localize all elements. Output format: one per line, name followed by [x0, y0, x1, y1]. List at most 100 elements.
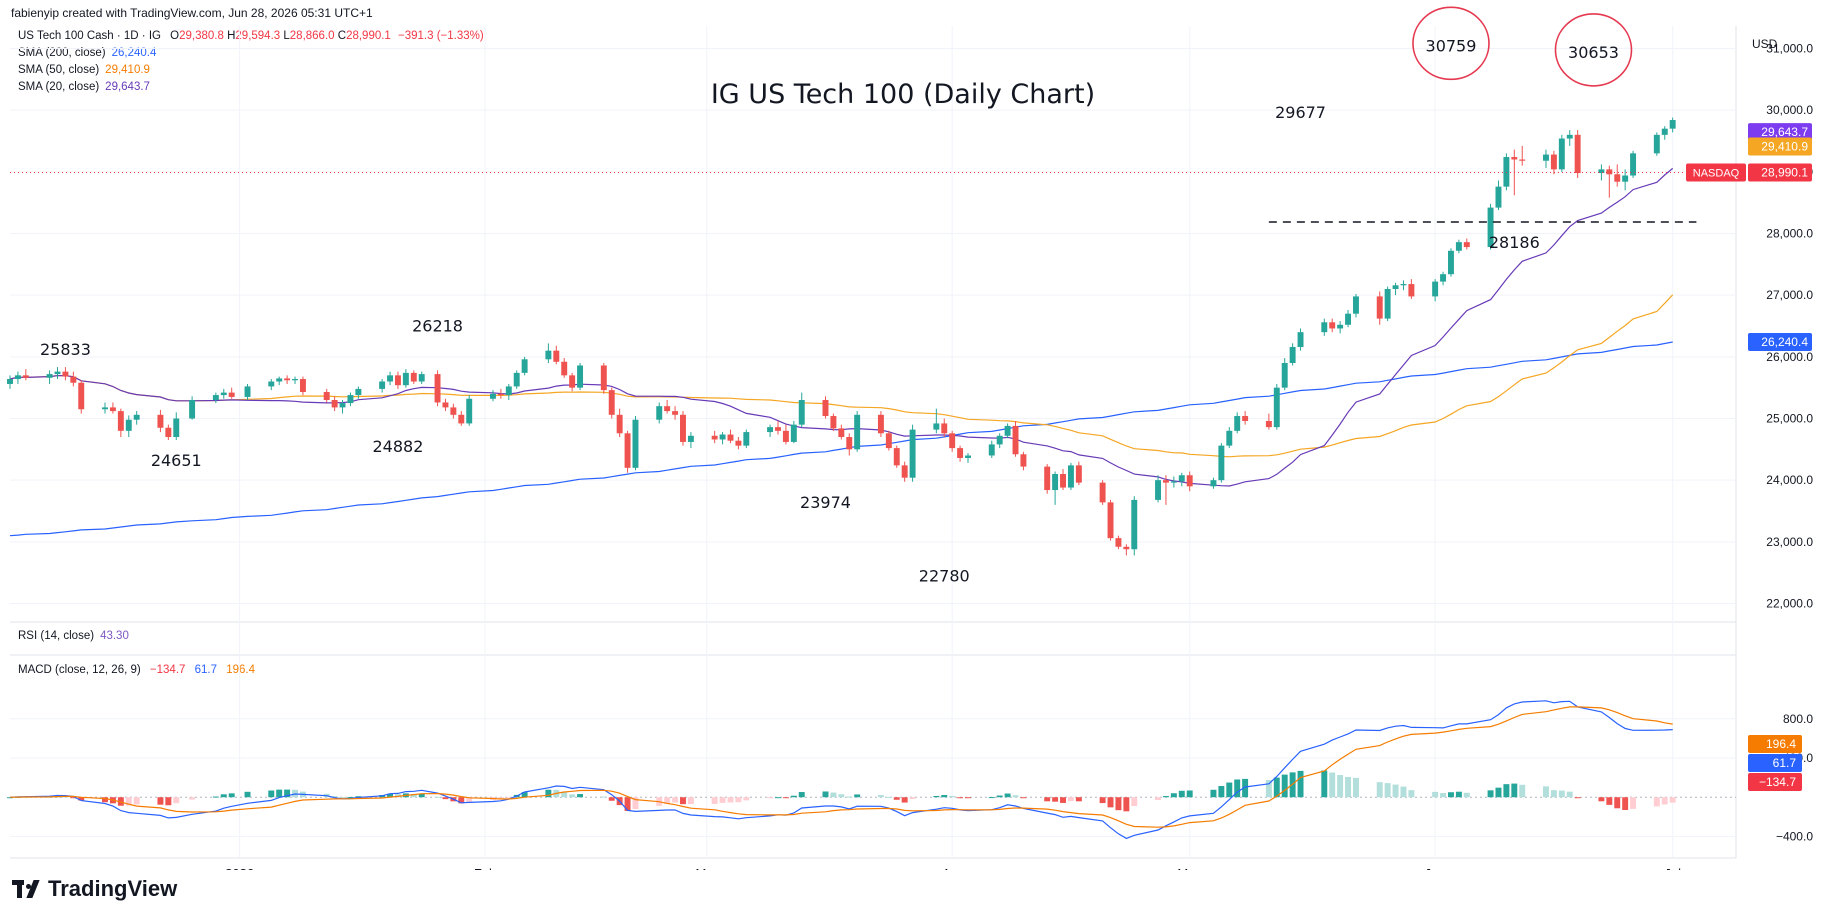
candle[interactable] [933, 408, 940, 434]
candle[interactable] [1503, 153, 1510, 191]
candle[interactable] [790, 420, 797, 444]
candle[interactable] [901, 461, 908, 482]
candle[interactable] [1170, 476, 1177, 488]
candle[interactable] [434, 370, 441, 407]
candle[interactable] [687, 432, 694, 449]
candle[interactable] [1321, 318, 1328, 336]
candle[interactable] [1155, 475, 1161, 503]
candle[interactable] [1448, 248, 1454, 277]
candle[interactable] [1345, 309, 1352, 328]
candle[interactable] [466, 395, 473, 426]
candle[interactable] [553, 345, 560, 365]
candle[interactable] [1661, 126, 1668, 140]
candle[interactable] [410, 370, 417, 384]
candle[interactable] [165, 424, 172, 441]
candle[interactable] [782, 424, 789, 445]
candle[interactable] [846, 433, 853, 456]
candle[interactable] [125, 415, 132, 437]
candle[interactable] [387, 371, 394, 386]
legend-macd[interactable]: MACD (close, 12, 26, 9) −134.7 61.7 196.… [18, 664, 255, 676]
candle[interactable] [1653, 132, 1660, 156]
candle[interactable] [1455, 239, 1462, 254]
candle[interactable] [957, 445, 964, 462]
candle[interactable] [1020, 451, 1027, 471]
candle[interactable] [157, 409, 164, 433]
candle[interactable] [545, 343, 552, 363]
candle[interactable] [284, 375, 291, 384]
candle[interactable] [1558, 134, 1565, 172]
candle[interactable] [1242, 411, 1249, 425]
candle[interactable] [228, 387, 235, 399]
candle[interactable] [854, 411, 861, 452]
candle[interactable] [394, 371, 401, 389]
candle[interactable] [1060, 469, 1066, 491]
candle[interactable] [1669, 117, 1676, 133]
legend-sma50[interactable]: SMA (50, close) 29,410.9 [18, 64, 150, 76]
candle[interactable] [109, 402, 116, 414]
candle[interactable] [1115, 535, 1122, 550]
candle[interactable] [664, 400, 671, 414]
candle[interactable] [949, 430, 956, 452]
candle[interactable] [521, 356, 528, 376]
candle[interactable] [1178, 472, 1185, 487]
candle[interactable] [561, 358, 568, 378]
candle[interactable] [1075, 461, 1082, 486]
candle[interactable] [339, 400, 346, 414]
candle[interactable] [632, 416, 639, 471]
candle[interactable] [1384, 286, 1391, 322]
candle[interactable] [299, 376, 306, 396]
candle[interactable] [988, 440, 995, 458]
macd-pane[interactable] [7, 700, 1736, 840]
candle[interactable] [212, 392, 219, 404]
candle[interactable] [450, 403, 457, 419]
candle[interactable] [379, 379, 386, 393]
candle[interactable] [331, 396, 338, 412]
candle[interactable] [909, 424, 916, 482]
candle[interactable] [1495, 180, 1502, 211]
candle[interactable] [78, 380, 85, 414]
candle[interactable] [117, 408, 124, 437]
candle[interactable] [775, 420, 781, 435]
candle[interactable] [1131, 496, 1138, 556]
candle[interactable] [1352, 293, 1359, 318]
candle[interactable] [1392, 282, 1399, 296]
candle[interactable] [885, 430, 892, 451]
candle[interactable] [505, 383, 512, 400]
candle[interactable] [1226, 427, 1233, 449]
candle[interactable] [719, 432, 726, 445]
candle[interactable] [1622, 169, 1629, 191]
candle[interactable] [1574, 130, 1581, 178]
candle[interactable] [1440, 271, 1447, 286]
candle[interactable] [1630, 150, 1637, 178]
candle[interactable] [1519, 145, 1526, 166]
candle[interactable] [838, 424, 845, 440]
candle[interactable] [1273, 383, 1280, 430]
candle[interactable] [1107, 499, 1114, 541]
candle[interactable] [268, 379, 275, 391]
candle[interactable] [442, 398, 449, 412]
candle[interactable] [1376, 291, 1383, 325]
candle[interactable] [1487, 203, 1494, 250]
candle[interactable] [70, 371, 77, 387]
candle[interactable] [798, 392, 805, 428]
candle[interactable] [7, 375, 13, 389]
candle[interactable] [1432, 279, 1439, 302]
candle[interactable] [418, 371, 425, 384]
candle[interactable] [1123, 544, 1130, 556]
candle[interactable] [1004, 423, 1011, 439]
candle[interactable] [600, 363, 607, 394]
tradingview-logo[interactable]: TradingView [12, 876, 177, 902]
candle[interactable] [513, 370, 520, 389]
candle[interactable] [46, 370, 53, 384]
candle[interactable] [292, 376, 298, 384]
candle[interactable] [1614, 164, 1621, 187]
candle[interactable] [1543, 149, 1549, 169]
candle[interactable] [355, 386, 362, 399]
candle[interactable] [102, 402, 108, 414]
candle[interactable] [1186, 471, 1193, 492]
candle[interactable] [1099, 480, 1106, 505]
candle[interactable] [680, 411, 686, 446]
candle[interactable] [577, 363, 584, 391]
candle[interactable] [1400, 280, 1407, 291]
candle[interactable] [1550, 150, 1557, 175]
